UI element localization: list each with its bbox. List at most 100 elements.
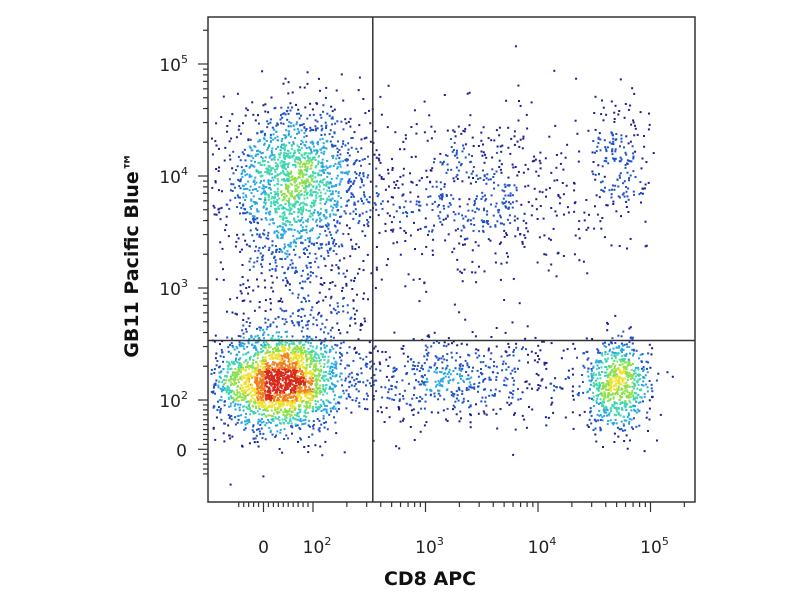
data-point	[266, 362, 269, 364]
data-point	[284, 156, 287, 159]
data-point	[228, 434, 231, 437]
data-point	[558, 202, 561, 205]
data-point	[299, 349, 302, 352]
data-point	[228, 417, 231, 420]
data-point	[322, 104, 325, 107]
data-point	[274, 193, 277, 196]
data-point	[313, 363, 316, 366]
data-point	[252, 239, 255, 242]
data-point	[286, 374, 289, 377]
data-point	[608, 366, 611, 369]
data-point	[516, 228, 519, 231]
data-point	[623, 385, 626, 387]
data-point	[393, 181, 396, 184]
data-point	[605, 408, 608, 411]
data-point	[289, 375, 292, 378]
data-point	[613, 374, 616, 377]
data-point	[273, 397, 276, 400]
data-point	[245, 321, 248, 323]
data-point	[243, 377, 246, 380]
data-point	[498, 126, 501, 129]
data-point	[635, 425, 638, 428]
data-point	[314, 351, 317, 354]
data-point	[290, 155, 293, 158]
data-point	[281, 112, 284, 115]
data-point	[620, 428, 623, 431]
data-point	[260, 131, 263, 134]
data-point	[354, 171, 357, 174]
data-point	[495, 202, 498, 205]
data-point	[286, 154, 288, 157]
data-point	[278, 153, 281, 156]
data-point	[248, 442, 251, 445]
data-point	[346, 173, 349, 176]
data-point	[271, 334, 274, 337]
data-point	[296, 121, 298, 124]
data-point	[349, 125, 352, 128]
data-point	[621, 355, 624, 358]
data-point	[214, 438, 217, 441]
data-point	[305, 393, 308, 396]
data-point	[628, 371, 631, 374]
data-point	[297, 176, 300, 178]
data-point	[603, 175, 606, 178]
data-point	[254, 437, 257, 440]
data-point	[228, 154, 231, 157]
data-point	[631, 376, 634, 379]
data-point	[311, 142, 314, 145]
data-point	[288, 155, 291, 158]
data-point	[276, 190, 279, 193]
data-point	[609, 389, 612, 392]
data-point	[286, 397, 289, 400]
data-point	[607, 395, 610, 398]
data-point	[338, 157, 341, 160]
data-point	[428, 230, 430, 233]
data-point	[619, 376, 622, 379]
data-point	[603, 407, 606, 410]
data-point	[438, 217, 441, 220]
data-point	[219, 371, 222, 374]
data-point	[589, 388, 591, 390]
data-point	[299, 165, 302, 168]
data-point	[289, 102, 292, 105]
data-point	[597, 351, 600, 354]
data-point	[602, 405, 605, 408]
data-point	[297, 169, 300, 172]
data-point	[305, 407, 308, 410]
data-point	[306, 166, 309, 169]
data-point	[259, 424, 262, 426]
data-point	[284, 224, 287, 227]
data-point	[333, 385, 336, 388]
data-point	[336, 154, 339, 157]
data-point	[297, 172, 300, 175]
data-point	[322, 414, 325, 417]
data-point	[318, 217, 321, 220]
data-point	[271, 377, 274, 380]
data-point	[278, 372, 281, 374]
data-point	[614, 104, 617, 107]
data-point	[290, 414, 293, 416]
data-point	[550, 171, 553, 174]
data-point	[315, 367, 318, 370]
data-point	[251, 343, 254, 346]
data-point	[328, 413, 331, 416]
data-point	[610, 354, 613, 357]
data-point	[287, 81, 290, 84]
data-point	[314, 383, 317, 386]
data-point	[296, 128, 299, 131]
data-point	[312, 145, 315, 148]
data-point	[274, 424, 277, 427]
data-point	[228, 386, 231, 389]
data-point	[282, 164, 285, 167]
data-point	[257, 421, 260, 423]
data-point	[279, 408, 282, 411]
data-point	[272, 128, 275, 131]
data-point	[531, 204, 534, 207]
data-point	[613, 441, 616, 443]
data-point	[503, 190, 506, 193]
data-point	[319, 113, 322, 116]
data-point	[364, 112, 367, 115]
data-point	[349, 180, 352, 183]
data-point	[229, 378, 232, 381]
data-point	[352, 359, 355, 362]
